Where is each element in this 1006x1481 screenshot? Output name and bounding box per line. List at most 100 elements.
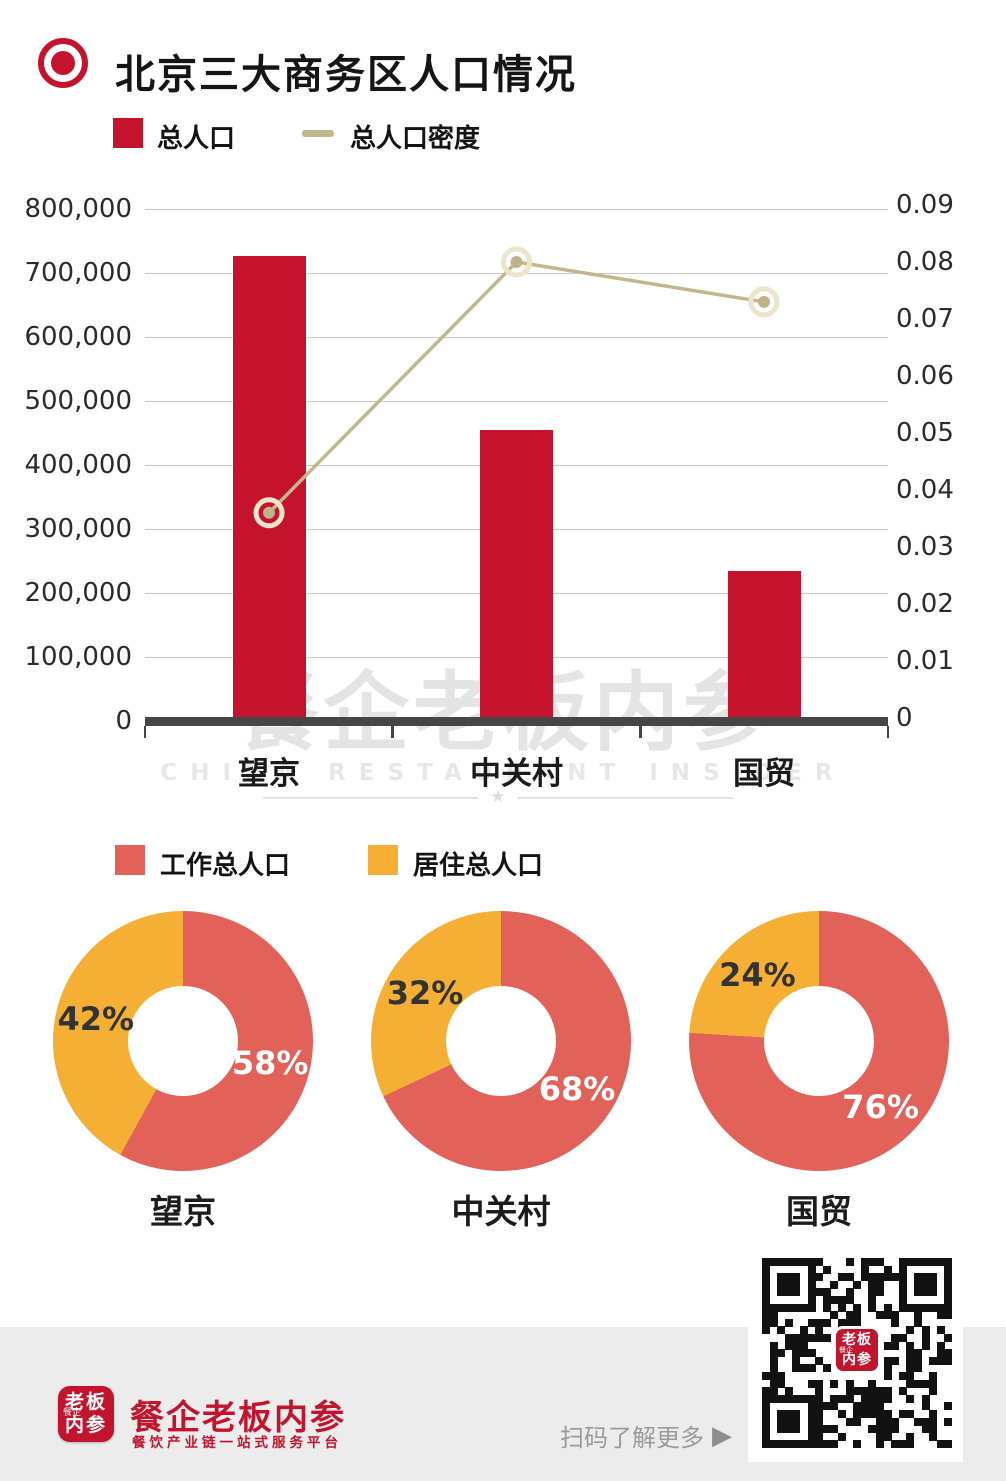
qr-module: [762, 1258, 770, 1266]
qr-module: [784, 1440, 793, 1449]
qr-module: [792, 1258, 801, 1266]
qr-module: [906, 1356, 915, 1365]
qr-module: [769, 1356, 778, 1365]
qr-module: [800, 1341, 808, 1350]
qr-module: [822, 1303, 831, 1312]
watermark-star-divider: ★: [263, 789, 733, 806]
y-axis-label-left: 200,000: [24, 578, 132, 608]
donut-hole: [128, 986, 238, 1096]
qr-module: [792, 1394, 801, 1403]
y-axis-label-right: 0.09: [896, 190, 954, 220]
qr-module: [762, 1425, 770, 1434]
qr-module: [784, 1280, 793, 1289]
qr-module: [906, 1432, 915, 1441]
qr-module: [792, 1334, 801, 1342]
qr-module: [822, 1364, 831, 1373]
qr-module: [914, 1318, 922, 1327]
qr-module: [822, 1296, 831, 1304]
qr-module: [822, 1334, 831, 1342]
qr-module: [800, 1440, 808, 1449]
qr-module: [853, 1440, 862, 1449]
qr-module: [777, 1417, 786, 1426]
y-axis-label-right: 0: [896, 703, 913, 733]
qr-module: [807, 1417, 816, 1426]
y-axis-label-right: 0.05: [896, 418, 954, 448]
scan-hint-text: 扫码了解更多: [560, 1424, 704, 1452]
qr-module: [929, 1417, 938, 1426]
qr-module: [921, 1303, 930, 1312]
qr-module: [921, 1334, 930, 1342]
category-label-3: 国贸: [733, 756, 795, 792]
qr-module: [868, 1410, 877, 1418]
grid-line: [145, 209, 888, 210]
qr-module: [807, 1296, 816, 1304]
qr-module: [921, 1394, 930, 1403]
y-axis-label-right: 0.04: [896, 475, 954, 505]
qr-module: [792, 1303, 801, 1312]
qr-module: [815, 1432, 824, 1441]
qr-module: [883, 1341, 892, 1350]
qr-module: [876, 1417, 884, 1426]
y-axis-label-right: 0.08: [896, 247, 954, 277]
qr-module: [898, 1265, 907, 1274]
qr-module: [807, 1334, 816, 1342]
resident-percent-label-国贸: 24%: [719, 956, 796, 995]
qr-module: [898, 1273, 907, 1282]
qr-module: [838, 1410, 846, 1418]
qr-module: [830, 1394, 839, 1403]
qr-module: [944, 1356, 953, 1365]
qr-module: [906, 1364, 915, 1373]
qr-module: [898, 1296, 907, 1304]
qr-module: [762, 1402, 770, 1411]
qr-module: [800, 1349, 808, 1358]
qr-module: [883, 1265, 892, 1274]
qr-module: [777, 1349, 786, 1358]
qr-module: [784, 1417, 793, 1426]
qr-module: [792, 1280, 801, 1289]
x-axis-tick: [639, 726, 642, 738]
work-percent-label-国贸: 76%: [842, 1087, 919, 1126]
qr-module: [929, 1372, 938, 1380]
y-axis-label-left: 0: [115, 706, 132, 736]
qr-module: [906, 1372, 915, 1380]
qr-module: [914, 1273, 922, 1282]
qr-module: [876, 1440, 884, 1449]
qr-module: [777, 1303, 786, 1312]
qr-module: [944, 1311, 953, 1320]
x-axis-tick: [143, 726, 147, 738]
qr-module: [792, 1417, 801, 1426]
qr-module: [807, 1364, 816, 1373]
donut-hole: [764, 986, 874, 1096]
qr-module: [762, 1440, 770, 1449]
brand-logo-text: 老板: [64, 1391, 107, 1413]
qr-module: [807, 1349, 816, 1358]
qr-module: [777, 1440, 786, 1449]
qr-module: [944, 1265, 953, 1274]
qr-module: [777, 1372, 786, 1380]
qr-module: [822, 1265, 831, 1274]
qr-module: [815, 1440, 824, 1449]
qr-module: [784, 1318, 793, 1327]
qr-module: [876, 1387, 884, 1396]
qr-module: [769, 1394, 778, 1403]
legend-swatch-total-population: [113, 118, 143, 148]
qr-module: [914, 1258, 922, 1266]
qr-module: [800, 1303, 808, 1312]
qr-module: [891, 1440, 900, 1449]
qr-module: [929, 1258, 938, 1266]
legend-label-density: 总人口密度: [350, 124, 481, 154]
qr-module: [807, 1265, 816, 1274]
watermark-divider-line: [517, 796, 733, 799]
qr-module: [807, 1394, 816, 1403]
qr-module: [914, 1379, 922, 1388]
qr-module: [853, 1280, 862, 1289]
qr-module: [914, 1356, 922, 1365]
y-axis-label-left: 700,000: [24, 258, 132, 288]
qr-module: [853, 1417, 862, 1426]
qr-module: [898, 1258, 907, 1266]
qr-module: [891, 1273, 900, 1282]
qr-module: [792, 1349, 801, 1358]
qr-module: [845, 1379, 854, 1388]
qr-module: [929, 1280, 938, 1289]
qr-module: [860, 1402, 869, 1411]
